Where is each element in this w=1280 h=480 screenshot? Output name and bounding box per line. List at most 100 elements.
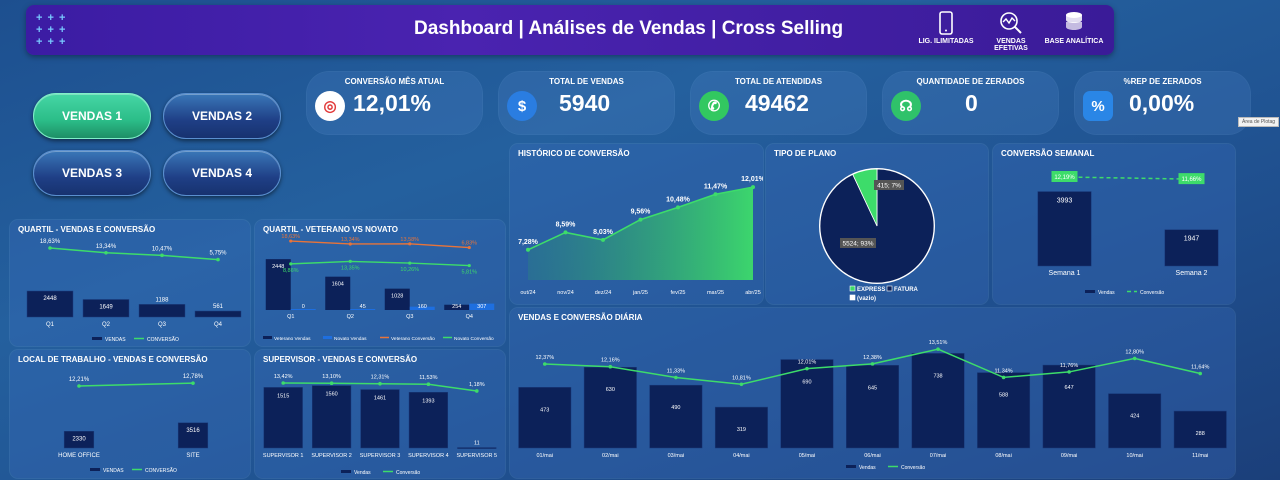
x-tick-label: 01/mai <box>537 453 554 459</box>
conversion-point <box>936 347 940 351</box>
legend-swatch <box>263 336 272 339</box>
bar-10/mai <box>1108 393 1162 449</box>
page-title: Dashboard | Análises de Vendas | Cross S… <box>414 18 844 39</box>
x-tick-label: out/24 <box>520 290 535 296</box>
conversion-point <box>542 362 547 366</box>
x-tick-label: abr/25 <box>745 290 761 296</box>
conversion-label: 13,10% <box>322 374 341 380</box>
conversion-point <box>467 263 471 268</box>
conversion-point <box>805 366 809 371</box>
diaria-chart: 473 01/mai 630 02/mai 490 03/mai 319 04/mai 690 0… <box>518 340 1227 471</box>
bar-Q4 <box>194 310 242 318</box>
conversion-label: 13,34% <box>341 237 360 243</box>
bar-SUPERVISOR 3 <box>360 389 400 449</box>
conversion-line <box>49 247 219 261</box>
kpi-label: QUANTIDADE DE ZERADOS <box>916 77 1025 86</box>
x-tick-label: Q4 <box>214 322 223 328</box>
x-tick-label: SUPERVISOR 5 <box>457 453 498 459</box>
bar-value-label: 2448 <box>272 264 284 270</box>
vendas-1-button[interactable]: VENDAS 1 <box>33 93 151 139</box>
bar-value-label: 424 <box>1130 414 1139 420</box>
kpi-label: TOTAL DE ATENDIDAS <box>734 77 823 86</box>
conversion-point <box>601 237 605 242</box>
conversion-point <box>475 389 479 393</box>
kpi-label: CONVERSÃO MÊS ATUAL <box>344 77 445 86</box>
local-chart: 2330 HOME OFFICE 3516 SITE 12,21% 12,78% VENDA… <box>58 374 209 474</box>
legend-label: EXPRESS <box>857 287 885 293</box>
vendas-2-button[interactable]: VENDAS 2 <box>163 93 281 139</box>
conversion-label: 11,47% <box>704 183 728 190</box>
bar-01/mai <box>518 387 572 449</box>
x-tick-label: jan/25 <box>632 290 648 296</box>
pie-label-box <box>840 238 876 248</box>
legend-label: Conversão <box>1140 290 1164 296</box>
bar-value-label: 160 <box>418 304 427 310</box>
bar-value-label: 1393 <box>422 398 434 404</box>
conversion-point <box>104 250 108 255</box>
legend-bar-swatch <box>846 465 856 468</box>
pie-data-label: 415; 7% <box>877 183 901 190</box>
legend-label: Novato Vendas <box>334 336 367 342</box>
legend-swatch <box>849 294 856 301</box>
conversion-point <box>160 253 164 258</box>
bar-value-label: 3993 <box>1057 198 1073 205</box>
legend-label: Conversão <box>396 470 420 476</box>
x-tick-label: Q4 <box>466 314 473 320</box>
veterano-panel: QUARTIL - VETERANO VS NOVATO 2448 0 Q1 1604… <box>255 220 505 346</box>
quartil-chart: 2448 Q1 1649 Q2 1188 Q3 561 Q4 18,63% 13,34% 10,47… <box>26 239 242 343</box>
bar-SUPERVISOR 1 <box>263 387 303 449</box>
conversion-point <box>526 247 530 252</box>
conversion-point <box>739 382 744 387</box>
vendas-4-button[interactable]: VENDAS 4 <box>163 150 281 196</box>
bar-07/mai <box>911 353 965 449</box>
semanal-panel: CONVERSÃO SEMANAL 3993 Semana 1 1947 Semana… <box>993 144 1235 304</box>
bar-SITE <box>177 422 209 449</box>
chart-title: CONVERSÃO SEMANAL <box>1001 149 1095 158</box>
vendas-3-button[interactable]: VENDAS 3 <box>33 150 151 196</box>
conversion-label: 9,56% <box>631 209 652 216</box>
x-tick-label: dez/24 <box>595 290 612 296</box>
legend-label: Vendas <box>859 465 876 471</box>
conversion-point <box>676 205 680 210</box>
x-tick-label: mar/25 <box>707 290 724 296</box>
conversion-label-box <box>1178 173 1205 185</box>
legend-bar-swatch <box>90 468 100 471</box>
bar-value-label: 1604 <box>332 282 344 288</box>
headset-icon: ☊ <box>891 91 921 121</box>
bar-HOME OFFICE <box>63 431 95 449</box>
legend-label: Veterano Conversão <box>391 336 435 342</box>
phone-icon-button[interactable]: LIG. ILIMITADAS <box>916 11 976 45</box>
bar-value-label: 3516 <box>186 428 200 434</box>
phone-icon-label: LIG. ILIMITADAS <box>918 38 974 45</box>
conversion-label: 11,34% <box>994 368 1012 374</box>
sales-chart-icon-label: VENDAS EFETIVAS <box>994 38 1028 52</box>
bar-value-label: 645 <box>868 385 877 391</box>
bar-SUPERVISOR 2 <box>311 385 352 449</box>
x-tick-label: 05/mai <box>799 453 816 459</box>
sales-chart-icon <box>1000 12 1022 34</box>
conversion-point <box>870 362 875 366</box>
legend-label: Novato Conversão <box>454 336 494 342</box>
conversion-point <box>378 381 382 386</box>
x-tick-label: SUPERVISOR 1 <box>263 453 304 459</box>
database-icon-button[interactable]: BASE ANALÍTICA <box>1044 11 1104 45</box>
kpi-value: 5940 <box>559 90 611 116</box>
bar-SUPERVISOR 5 <box>457 447 497 449</box>
local-panel: LOCAL DE TRABALHO - VENDAS E CONVERSÃO 2… <box>10 350 250 478</box>
conversion-label: 18,63% <box>281 234 300 240</box>
conversion-point <box>281 381 285 385</box>
supervisor-panel: SUPERVISOR - VENDAS E CONVERSÃO 1515 SUPE… <box>255 350 505 478</box>
legend-bar-swatch <box>341 470 351 473</box>
sales-chart-icon-button[interactable]: VENDAS EFETIVAS <box>981 11 1041 52</box>
bar-veterano-Q1 <box>265 259 291 310</box>
bar-value-label: 588 <box>999 393 1008 399</box>
legend-label: CONVERSÃO <box>145 467 177 474</box>
conversion-label: 7,28% <box>518 239 539 246</box>
chart-title: LOCAL DE TRABALHO - VENDAS E CONVERSÃO <box>18 355 208 364</box>
x-tick-label: Semana 1 <box>1049 270 1081 277</box>
chart-title: SUPERVISOR - VENDAS E CONVERSÃO <box>263 355 418 364</box>
chart-title: TIPO DE PLANO <box>774 149 837 158</box>
bar-value-label: 45 <box>360 304 366 310</box>
conversion-label: 13,51% <box>929 340 948 346</box>
bar-value-label: 1560 <box>325 392 337 398</box>
